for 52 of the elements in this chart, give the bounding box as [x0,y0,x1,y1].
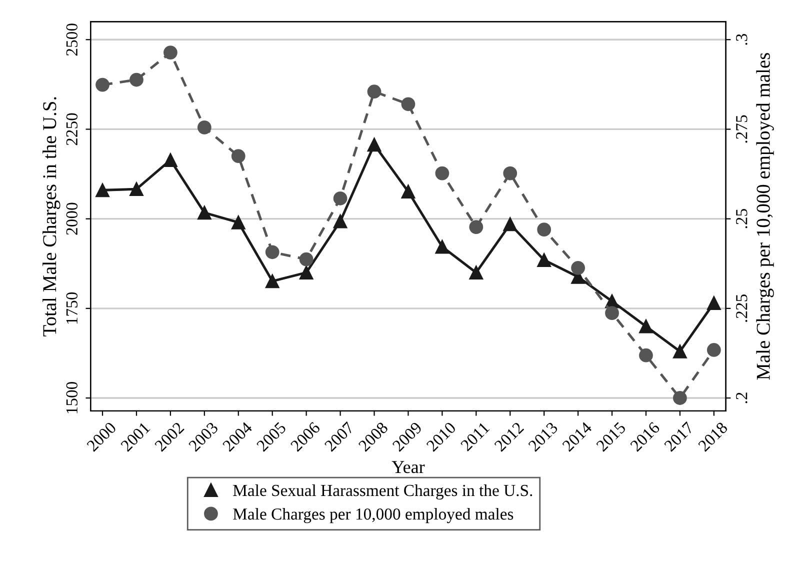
point [537,222,552,237]
point [706,296,721,310]
y2-tick-label: .275 [736,115,748,143]
point [130,72,144,87]
point [435,166,450,180]
y-tick-label: 2250 [66,113,78,146]
legend-label: Male Sexual Harassment Charges in the U.S. [233,484,532,500]
point [469,266,484,280]
point [197,120,212,134]
point [265,245,280,260]
y-axis-title: Total Male Charges in the U.S. [42,97,60,336]
point [503,217,518,232]
point [673,344,687,358]
y2-tick-label: .2 [736,392,748,404]
point [164,46,178,60]
y2-tick-label: .3 [736,34,748,45]
point [96,78,110,92]
point [299,266,314,280]
y-tick-label: 2000 [66,202,78,235]
point [265,274,280,288]
point [231,215,246,230]
x-tick-label: 2011 [460,422,490,452]
point [503,166,518,180]
point [639,319,653,334]
point [367,84,382,99]
point [197,206,212,220]
point [571,260,585,275]
point [164,153,178,167]
point [401,184,416,199]
y-tick-label: 1500 [66,382,78,414]
point [605,306,619,320]
point [333,191,348,206]
point [639,348,653,362]
y2-tick-label: .225 [736,294,748,322]
point [333,214,348,228]
point [401,97,416,112]
point [130,182,144,196]
x-axis-title: Year [392,461,425,474]
point [673,391,687,405]
y-tick-label: 1750 [66,292,78,324]
point [469,220,484,234]
point [96,183,110,198]
y2-axis-title: Male Charges per 10,000 employed males [756,53,774,380]
legend-label: Male Charges per 10,000 employed males [233,508,514,524]
y2-tick-label: .25 [736,209,748,228]
y-tick-label: 2500 [66,24,78,56]
point [537,253,552,267]
point [299,252,314,266]
point [367,138,382,152]
point [706,343,721,357]
point [435,240,450,254]
point [231,149,246,164]
